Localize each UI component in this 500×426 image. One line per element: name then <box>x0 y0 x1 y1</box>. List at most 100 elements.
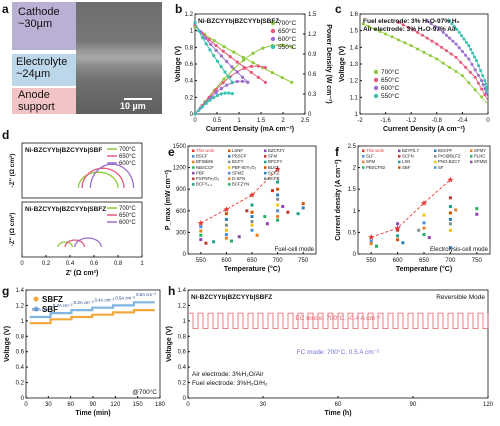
chart-c-point <box>435 57 439 61</box>
chart-c-legend-label: 700°C <box>381 68 399 76</box>
chart-f-legend-label: PrO@BLFZ <box>438 154 461 159</box>
chart-c-point <box>450 22 454 26</box>
chart-c-point <box>484 82 488 86</box>
cathode-layer-label: Cathode ~30µm <box>12 2 76 50</box>
chart-c-legend-label: 600°C <box>381 84 399 92</box>
chart-e-this-work-star <box>274 166 281 172</box>
chart-b-legend-marker <box>270 20 276 26</box>
chart-c-point <box>473 55 477 59</box>
chart-e-reference-point <box>199 233 203 237</box>
chart-e-reference-point <box>263 215 267 219</box>
chart-f-reference-point <box>396 234 400 238</box>
chart-f-legend-marker <box>398 166 401 169</box>
chart-e-reference-point <box>301 202 305 206</box>
chart-e-legend-marker <box>264 177 267 180</box>
chart-f-reference-point <box>396 238 400 242</box>
chart-e-legend-marker <box>192 177 195 180</box>
chart-f-ytick-label: 1 <box>353 209 357 215</box>
cathode-thickness: ~30µm <box>18 18 53 30</box>
chart-e-xtick-label: 750 <box>298 258 309 264</box>
chart-e-ylabel: P_max (mW cm⁻²) <box>165 170 172 230</box>
chart-f-reference-point <box>422 233 426 237</box>
chart-c-point <box>473 75 477 79</box>
chart-c-point <box>467 81 471 85</box>
chart-g-ytick-label: 1.2 <box>16 303 25 309</box>
chart-d-xtick-label: 0 <box>20 261 24 267</box>
chart-c-point <box>441 61 445 65</box>
chart-f-reference-point <box>422 213 426 217</box>
chart-h-ytick-label: 0.4 <box>178 365 187 371</box>
chart-b-title: Ni-BZCYYb|BZCYYb|SBFZ <box>198 18 279 25</box>
chart-g-xtick-label: 90 <box>90 402 97 408</box>
chart-d-top-title: Ni-BZCYYb|BZCYYb|SBF <box>25 147 102 154</box>
chart-e-reference-point <box>276 197 280 201</box>
chart-f-xtick-label: 600 <box>393 258 404 264</box>
chart-c-point <box>416 47 420 51</box>
chart-c-point <box>390 35 394 39</box>
panel-label-d: d <box>2 128 10 142</box>
chart-e-reference-point <box>276 215 280 219</box>
chart-g-ytick-label: 0.8 <box>16 334 25 340</box>
chart-c-point <box>396 20 400 24</box>
chart-e-ytick-label: 300 <box>176 230 187 236</box>
chart-c-point <box>460 74 464 78</box>
chart-c-ylabel: Voltage (V) <box>339 46 346 82</box>
chart-c-point <box>401 23 405 27</box>
chart-d-top-legend-label: 600°C <box>119 161 136 167</box>
chart-f-reference-point <box>448 196 452 200</box>
chart-e-reference-point <box>250 228 254 232</box>
chart-c-xtick-label: 0 <box>486 118 490 124</box>
chart-e-legend-label: BSCF <box>196 154 208 159</box>
chart-c-point <box>406 25 410 29</box>
chart-e-legend-marker <box>228 183 231 186</box>
chart-f-this-work-star <box>447 176 454 183</box>
chart-f-legend-marker <box>470 155 473 158</box>
chart-c-point <box>467 44 471 48</box>
chart-c-point <box>435 42 439 46</box>
chart-c-point <box>462 37 466 41</box>
chart-c-point <box>457 30 461 34</box>
chart-b-ytick-label: 0.8 <box>185 45 194 51</box>
chart-g-series-line <box>29 301 155 319</box>
chart-d-bottom-arc <box>74 237 102 248</box>
panel-label-f: f <box>335 145 339 159</box>
chart-c-point <box>467 57 471 61</box>
chart-d-top-legend-label: 700°C <box>119 147 136 153</box>
chart-h-xtick-label: 90 <box>410 402 417 408</box>
chart-d-top-arc <box>81 167 125 189</box>
chart-e-xtick-label: 550 <box>196 258 207 264</box>
chart-c-point <box>425 36 429 40</box>
chart-e-ytick-label: 0 <box>183 252 187 258</box>
chart-e-reference-point <box>250 220 254 224</box>
chart-h-xtick-label: 120 <box>483 402 494 408</box>
panel-label-b: b <box>175 2 183 16</box>
chart-e-legend-label: BZCFZY <box>268 148 285 153</box>
chart-h-ytick-label: 1.4 <box>178 288 187 294</box>
chart-c-point <box>471 51 475 55</box>
chart-h-voltage-trace <box>187 312 489 329</box>
chart-e-reference-point <box>276 187 280 191</box>
anode-label: Anode <box>18 89 50 101</box>
chart-c-series-line <box>363 23 489 105</box>
chart-e-legend-label: SFMZ <box>232 170 244 175</box>
chart-f-reference-point <box>448 222 452 226</box>
chart-e-legend-label: BCFB <box>268 176 280 181</box>
chart-e-legend-label: BCFZYN <box>232 182 249 187</box>
chart-e-legend-marker <box>264 166 267 169</box>
chart-e-legend-marker <box>264 171 267 175</box>
electrolyte-thickness: ~24µm <box>16 68 51 80</box>
chart-h-ytick-label: 0 <box>183 396 187 402</box>
chart-e-reference-point <box>255 233 259 237</box>
chart-c-xtick-label: -1.6 <box>380 118 391 124</box>
chart-b-voltage-line <box>194 26 293 83</box>
chart-e-this-work-line <box>200 168 278 224</box>
chart-e-reference-point <box>212 240 216 244</box>
chart-b-xtick-label: 0.5 <box>213 118 222 124</box>
chart-c-legend-marker <box>373 93 379 99</box>
chart-g-xtick-label: 30 <box>45 402 52 408</box>
chart-e-reference-point <box>250 223 254 227</box>
chart-f-legend-label: PLNC <box>474 154 485 159</box>
chart-g-xtick-label: 120 <box>110 402 121 408</box>
chart-e-legend-marker <box>192 183 195 186</box>
